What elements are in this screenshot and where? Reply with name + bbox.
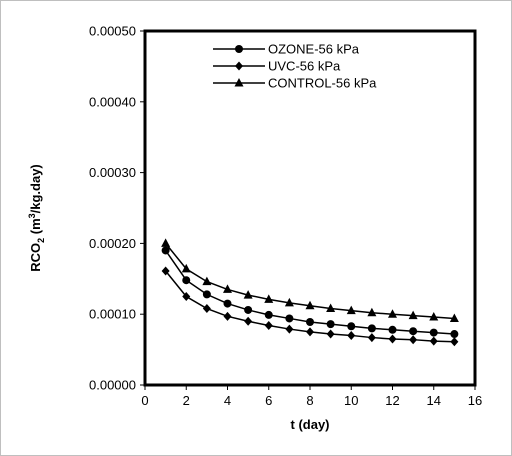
- circle-marker: [161, 246, 170, 255]
- circle-marker: [429, 328, 438, 337]
- circle-marker: [182, 276, 191, 285]
- legend-entry: UVC-56 kPa: [213, 59, 341, 74]
- legend-label: OZONE-56 kPa: [268, 42, 360, 57]
- circle-marker: [367, 324, 376, 333]
- circle-marker: [450, 330, 459, 339]
- circle-marker: [264, 310, 273, 319]
- circle-marker: [409, 327, 418, 336]
- legend-label: CONTROL-56 kPa: [268, 76, 377, 91]
- diamond-marker: [306, 327, 314, 337]
- x-tick-label: 0: [141, 393, 148, 408]
- triangle-marker: [181, 263, 191, 273]
- triangle-marker: [305, 300, 315, 310]
- triangle-marker: [161, 238, 171, 247]
- series-2: [161, 238, 459, 322]
- y-tick-label: 0.00040: [89, 94, 136, 109]
- y-axis-title-subscript: 2: [36, 238, 46, 243]
- diamond-marker: [235, 61, 243, 71]
- diamond-marker: [409, 335, 418, 345]
- x-tick-label: 10: [344, 393, 358, 408]
- circle-marker: [235, 45, 243, 53]
- circle-marker: [306, 317, 314, 326]
- x-tick-label: 16: [468, 393, 482, 408]
- y-tick-label: 0.00030: [89, 165, 136, 180]
- diamond-marker: [450, 337, 459, 347]
- circle-marker: [223, 299, 232, 308]
- diamond-marker: [367, 333, 376, 343]
- diamond-marker: [429, 336, 438, 346]
- y-tick-label: 0.00050: [89, 24, 136, 39]
- x-tick-label: 4: [224, 393, 231, 408]
- diamond-marker: [285, 324, 294, 334]
- triangle-marker: [388, 309, 397, 318]
- triangle-marker: [223, 284, 232, 293]
- y-tick-label: 0.00010: [89, 307, 136, 322]
- x-tick-label: 8: [306, 393, 313, 408]
- x-axis-title: t (day): [291, 417, 330, 432]
- circle-marker: [347, 322, 356, 331]
- triangle-marker: [284, 297, 294, 307]
- y-axis-title-unit: (m: [28, 218, 43, 238]
- diamond-marker: [223, 311, 232, 321]
- triangle-marker: [234, 78, 244, 87]
- legend: OZONE-56 kPa UVC-56 kPa CONTROL-56 kPa: [213, 42, 377, 91]
- y-axis-title-superscript: 3: [27, 213, 37, 218]
- circle-marker: [388, 325, 397, 334]
- series-1: [161, 266, 459, 347]
- triangle-marker: [367, 307, 377, 317]
- circle-marker: [285, 314, 294, 323]
- circle-marker: [326, 320, 335, 329]
- diamond-marker: [182, 292, 191, 301]
- diamond-marker: [326, 329, 335, 339]
- y-axis-title-unit-rest: /kg.day): [28, 164, 43, 213]
- triangle-marker: [449, 313, 459, 322]
- triangle-marker: [243, 290, 253, 299]
- circle-marker: [244, 305, 253, 314]
- y-tick-label: 0.00000: [89, 378, 136, 393]
- x-tick-label: 14: [427, 393, 441, 408]
- y-axis-title: RCO2 (m3/kg.day): [27, 164, 46, 272]
- x-tick-label: 6: [265, 393, 272, 408]
- series-layer: [161, 238, 459, 347]
- diamond-marker: [347, 330, 356, 340]
- y-tick-label: 0.00020: [89, 236, 136, 251]
- triangle-marker: [202, 276, 212, 286]
- triangle-marker: [346, 305, 356, 315]
- y-axis-title-main: RCO: [28, 243, 43, 272]
- x-tick-label: 12: [385, 393, 399, 408]
- triangle-marker: [408, 310, 418, 320]
- triangle-marker: [326, 303, 336, 313]
- diamond-marker: [264, 321, 273, 331]
- diamond-marker: [161, 266, 170, 276]
- x-tick-label: 2: [183, 393, 190, 408]
- circle-marker: [202, 290, 211, 299]
- diamond-marker: [388, 334, 397, 344]
- diamond-marker: [244, 316, 253, 326]
- axis-ticks: 0 2 4 6 8 10 12 14 16 0.00000 0.00010 0.00020 0.0003…: [89, 24, 482, 409]
- series-0: [161, 246, 459, 339]
- triangle-marker: [264, 294, 274, 303]
- legend-entry: CONTROL-56 kPa: [213, 76, 377, 91]
- legend-entry: OZONE-56 kPa: [213, 42, 360, 57]
- triangle-marker: [429, 312, 439, 321]
- legend-label: UVC-56 kPa: [268, 59, 341, 74]
- diamond-marker: [202, 304, 211, 314]
